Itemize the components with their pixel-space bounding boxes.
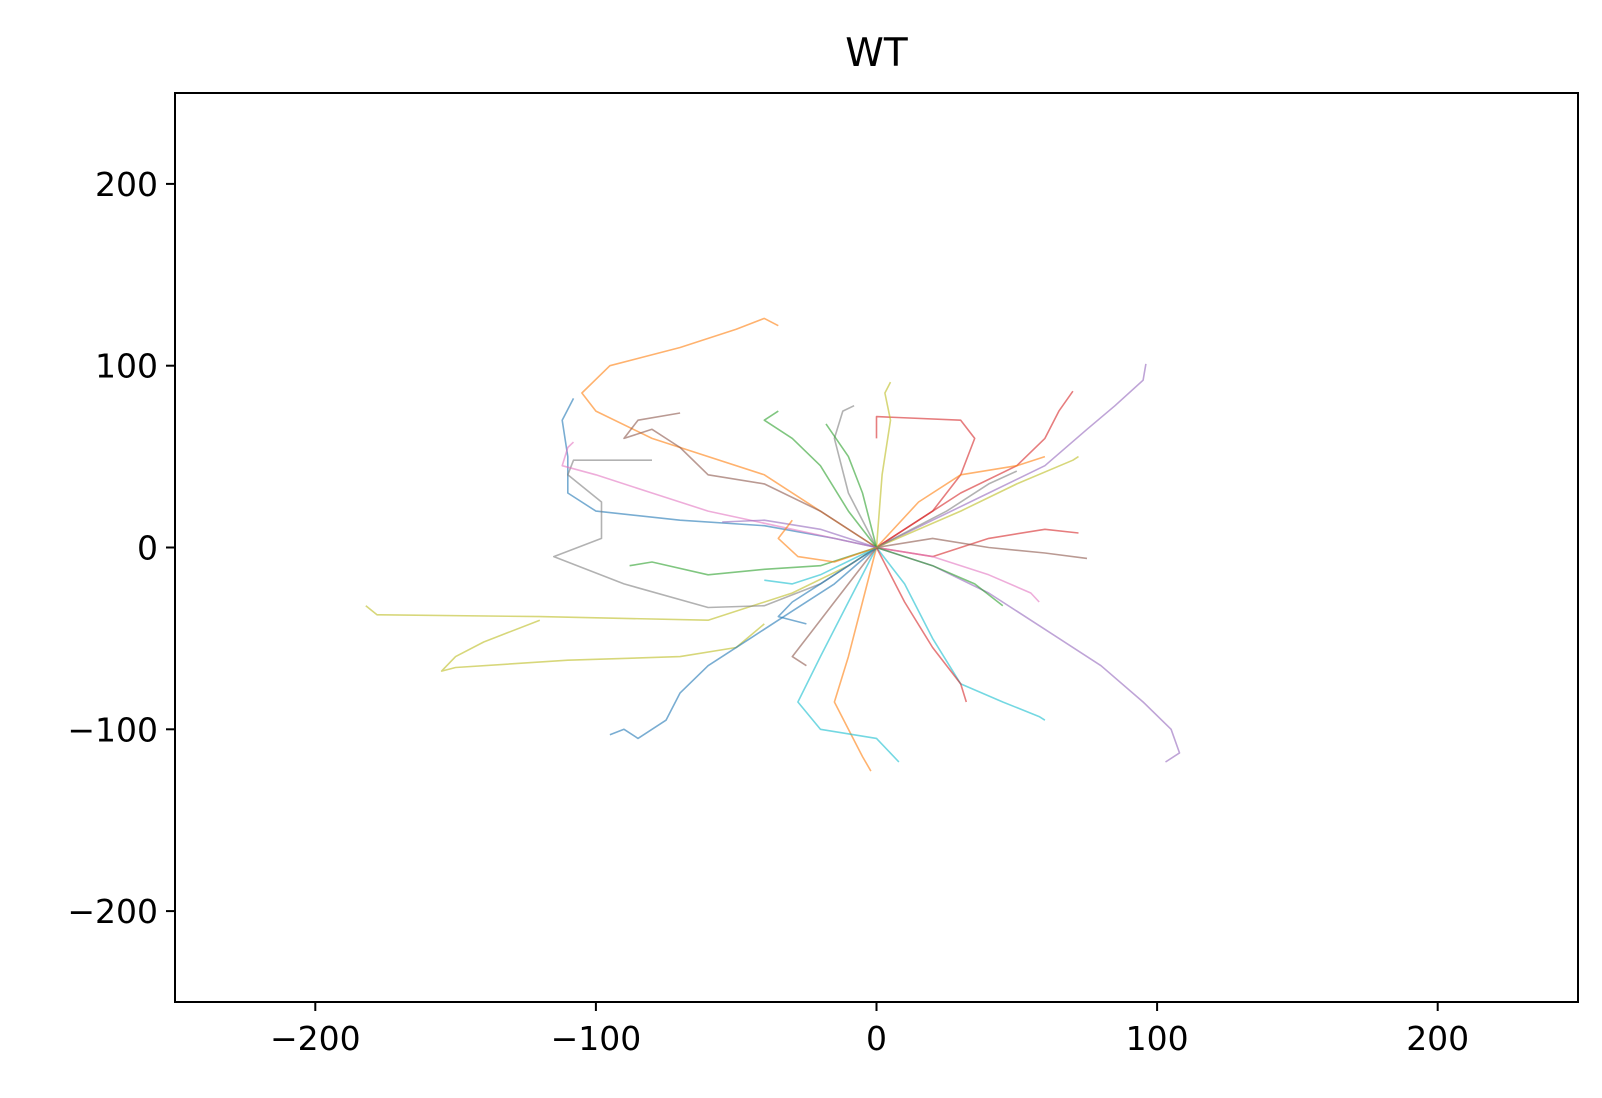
series-layer [365, 317, 1181, 772]
x-tick-label: −200 [270, 1019, 361, 1058]
trajectory-line-7 [876, 363, 1147, 549]
trajectory-line-14 [623, 412, 877, 549]
trajectory-line-10 [797, 547, 900, 763]
trajectory-line-11 [875, 415, 976, 549]
y-tick-label: 100 [95, 347, 158, 386]
trajectory-line-16 [552, 459, 877, 609]
trajectory-line-29 [764, 546, 877, 585]
x-tick-label: −100 [551, 1019, 642, 1058]
trajectory-line-30 [825, 423, 878, 548]
y-axis: −200 −100 0 100 200 [67, 165, 175, 931]
trajectory-line-25 [875, 381, 892, 548]
trajectory-line-4 [440, 619, 765, 672]
trajectory-line-32 [876, 470, 1018, 549]
trajectory-line-20 [763, 410, 878, 548]
trajectory-line-15 [876, 537, 1088, 560]
trajectory-line-3 [365, 546, 877, 622]
trajectory-line-33 [777, 519, 877, 563]
trajectory-line-22 [876, 546, 1004, 607]
x-tick-label: 200 [1406, 1019, 1469, 1058]
trajectory-line-17 [833, 404, 878, 548]
trajectory-line-28 [777, 546, 877, 625]
trajectory-line-5 [609, 546, 878, 740]
trajectory-line-23 [875, 455, 1046, 549]
y-tick-label: 0 [137, 529, 158, 568]
chart-title: WT [845, 31, 908, 76]
x-tick-label: 0 [866, 1019, 887, 1058]
trajectory-line-26 [791, 547, 878, 667]
x-axis: −200 −100 0 100 200 [270, 1002, 1469, 1058]
trajectory-line-13 [876, 390, 1074, 549]
trajectory-line-18 [561, 441, 877, 549]
trajectory-line-8 [875, 547, 1046, 721]
y-tick-label: −100 [67, 710, 158, 749]
y-tick-label: 200 [95, 165, 158, 204]
trajectory-line-2 [561, 398, 877, 549]
trajectory-line-9 [833, 547, 878, 772]
trajectory-line-21 [629, 546, 877, 576]
trajectory-line-6 [876, 546, 1181, 763]
trajectory-line-31 [722, 519, 877, 549]
trajectory-line-1 [581, 317, 877, 549]
y-tick-label: −200 [67, 892, 158, 931]
trajectory-line-27 [875, 547, 968, 703]
trajectory-line-24 [876, 455, 1079, 549]
x-tick-label: 100 [1126, 1019, 1189, 1058]
trajectory-line-19 [876, 546, 1040, 603]
